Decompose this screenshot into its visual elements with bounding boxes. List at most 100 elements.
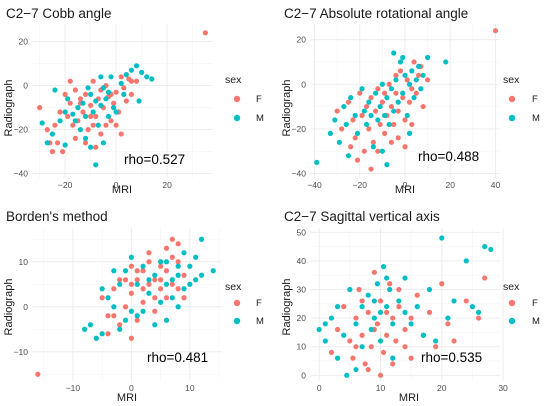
data-point [82,91,89,97]
data-point [322,321,328,327]
data-point [103,96,109,102]
data-point [409,121,415,128]
data-point [181,286,187,292]
data-point [198,236,205,242]
legend-title: sex [225,74,242,86]
data-point [105,331,111,337]
legend-item-m: M [508,316,540,327]
gridlines [32,228,222,381]
data-point [334,326,341,333]
data-point [475,315,482,321]
data-point [82,326,88,332]
y-tick-label: 20 [297,313,307,323]
data-point [334,108,340,114]
gridlines [310,24,500,178]
data-point [316,326,322,333]
data-point [396,286,402,293]
data-point [134,281,140,287]
data-point [105,89,112,95]
data-point [49,149,55,155]
data-point [152,277,158,283]
data-point [121,85,127,91]
data-point [482,243,488,250]
data-point [370,144,376,150]
data-point [341,332,347,338]
panel-cobb-angle: C2−7 Cobb angle Radiograph MRI sex F M [3,6,264,196]
data-point [386,81,392,87]
x-tick-label: 20 [446,180,456,190]
data-point [420,332,426,338]
data-point [134,277,140,283]
data-point [400,54,406,61]
plot-area-3: −10 0 10 −10 0 10 rho=0.481 [14,228,222,393]
data-point [445,321,451,327]
x-tick-label: −20 [58,180,73,190]
data-point [158,259,164,265]
data-point [420,72,426,78]
data-point [409,86,415,92]
data-point [397,59,404,65]
data-point [111,268,117,274]
data-point [169,277,175,283]
data-point [128,290,134,296]
x-axis-label: MRI [399,392,419,404]
y-axis-label: Radiograph [3,80,15,137]
data-point [366,126,372,132]
data-point [98,102,104,108]
data-point [128,67,135,73]
data-point [400,90,406,96]
legend-item-f: F [233,298,262,309]
data-point [352,112,358,119]
data-point [181,272,187,278]
data-point [408,321,414,327]
data-point [93,113,99,119]
data-point [175,286,181,292]
data-point [121,91,127,97]
panel-title: C2−7 Absolute rotational angle [284,6,468,21]
data-point [35,371,41,377]
correlation-annotation: rho=0.488 [418,149,479,164]
legend-title: sex [503,281,520,293]
data-point [439,235,445,241]
data-point [98,74,104,80]
data-point [420,103,426,110]
data-point [175,259,181,265]
data-point [390,361,396,367]
data-point [368,166,374,172]
data-point [67,100,73,106]
data-point [375,86,381,92]
y-axis-label: Radiograph [281,80,293,137]
data-point [122,317,129,323]
data-point [111,286,117,292]
data-point [175,263,181,269]
data-point [163,259,170,265]
data-point [158,286,164,292]
x-tick-label: 20 [162,180,172,190]
data-point [75,105,81,111]
data-point [149,76,155,82]
data-point [136,98,142,104]
data-point [347,338,353,344]
data-point [169,295,175,301]
data-point [368,344,374,350]
series-m [82,236,216,341]
data-point [90,78,96,84]
data-point [382,130,388,136]
series-f [35,236,187,377]
data-point [433,344,439,350]
data-point [111,313,117,319]
y-tick-label: 10 [297,342,307,352]
data-point [374,321,381,327]
data-point [387,281,393,287]
y-tick-label: 50 [297,227,307,237]
data-point [426,286,433,293]
panel-bordens-method: Borden's method Radiograph MRI sex F M [3,209,264,404]
data-point [361,108,367,114]
data-point [322,338,328,344]
data-point [379,148,385,154]
panel-title: C2−7 Cobb angle [6,6,111,21]
data-point [334,355,341,361]
data-point [391,50,397,56]
data-point [134,313,140,319]
data-point [425,54,431,61]
